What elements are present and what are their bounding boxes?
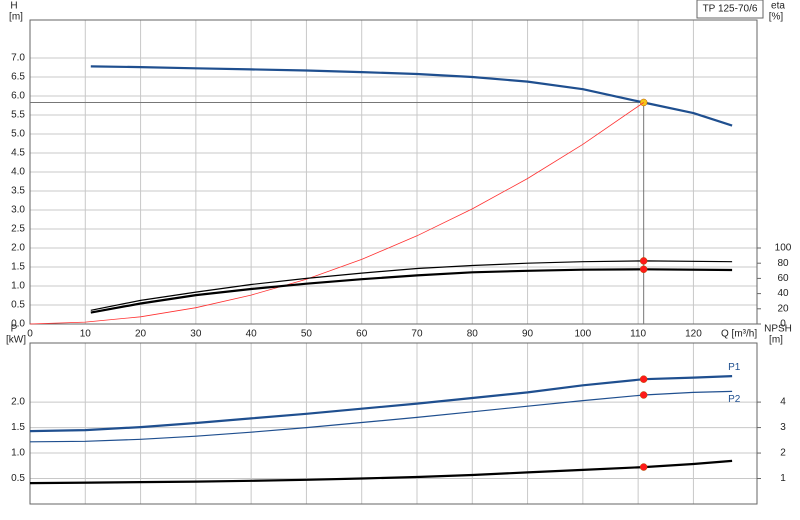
y-tick-label: 0.5 (11, 473, 25, 484)
y-tick-label: 4.0 (11, 167, 25, 178)
y2-axis-unit: [%] (769, 12, 784, 23)
y2-tick-label: 20 (777, 303, 789, 314)
y-tick-label: 0.0 (11, 319, 25, 330)
y2-tick-label: 4 (780, 397, 786, 408)
y2-tick-label: 2 (780, 448, 786, 459)
y-tick-label: 6.0 (11, 91, 25, 102)
duty-point (639, 391, 648, 399)
y-tick-label: 2.0 (11, 397, 25, 408)
y2-tick-label: 60 (777, 273, 789, 284)
y2-axis-unit: [m] (769, 335, 783, 346)
duty-point (639, 265, 648, 274)
y-tick-label: 3.0 (11, 205, 25, 216)
y-axis-label: H (10, 1, 17, 12)
duty-point (639, 463, 648, 471)
y2-tick-label: 100 (775, 243, 792, 254)
duty-point (639, 257, 648, 265)
plot-frame (29, 19, 758, 325)
x-tick-label: 120 (685, 329, 702, 340)
legend-label: P1 (728, 362, 741, 373)
y-axis-unit: [kW] (6, 335, 26, 346)
y2-tick-label: 80 (777, 258, 789, 269)
y-axis-unit: [m] (9, 12, 23, 23)
x-tick-label: 70 (411, 329, 423, 340)
y2-tick-label: 40 (777, 288, 789, 299)
y-tick-label: 4.5 (11, 148, 25, 159)
y-tick-label: 2.0 (11, 243, 25, 254)
y-tick-label: 5.0 (11, 129, 25, 140)
x-tick-label: 20 (135, 329, 147, 340)
x-tick-label: 100 (575, 329, 592, 340)
series-line (29, 390, 733, 443)
series-line (90, 268, 733, 314)
y-tick-label: 1.5 (11, 422, 25, 433)
x-tick-label: 110 (630, 329, 646, 340)
y-tick-label: 7.0 (11, 53, 25, 64)
y-tick-label: 1.5 (11, 262, 25, 273)
legend-label: P2 (728, 394, 741, 405)
x-tick-label: 30 (190, 329, 202, 340)
y-tick-label: 1.0 (11, 448, 25, 459)
duty-point (639, 375, 648, 383)
series-line (29, 102, 644, 325)
y-tick-label: 1.0 (11, 281, 25, 292)
x-tick-label: 40 (246, 329, 258, 340)
y2-axis-label: eta (771, 1, 785, 12)
y-tick-label: 0.5 (11, 300, 25, 311)
y-tick-label: 3.5 (11, 186, 25, 197)
y2-tick-label: 1 (780, 473, 786, 484)
series-line (29, 459, 733, 485)
y-axis-label: P (11, 324, 18, 335)
x-tick-label: 90 (522, 329, 534, 340)
title-box (696, 0, 764, 19)
x-tick-label: 80 (467, 329, 479, 340)
y2-tick-label: 0 (780, 319, 786, 330)
x-tick-label: 0 (27, 329, 33, 340)
chart-title: TP 125-70/6 (703, 4, 758, 15)
plot-frame (29, 342, 758, 505)
y2-tick-label: 3 (780, 422, 786, 433)
y-tick-label: 6.5 (11, 72, 25, 83)
y-tick-label: 2.5 (11, 224, 25, 235)
y-tick-label: 5.5 (11, 110, 25, 121)
x-axis-label: Q [m³/h] (721, 329, 757, 340)
x-tick-label: 60 (356, 329, 368, 340)
y2-axis-label: NPSH (764, 324, 792, 335)
x-tick-label: 50 (301, 329, 313, 340)
x-tick-label: 10 (80, 329, 92, 340)
series-line (90, 260, 733, 311)
series-line (29, 375, 733, 433)
